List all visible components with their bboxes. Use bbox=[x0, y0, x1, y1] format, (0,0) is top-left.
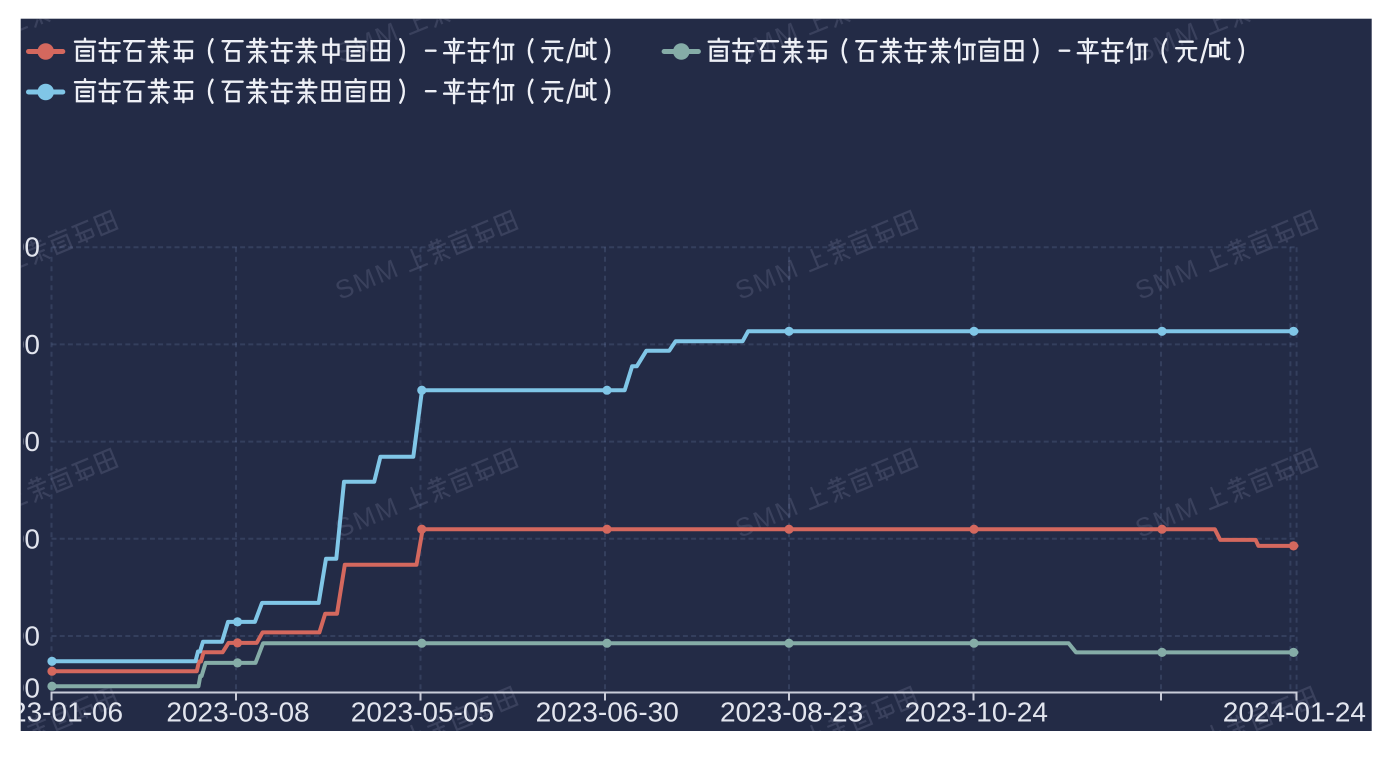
svg-text:SMM: SMM bbox=[731, 728, 804, 766]
svg-text:SMM: SMM bbox=[331, 728, 404, 766]
svg-text:SMM: SMM bbox=[0, 15, 4, 68]
svg-text:2024-01-24: 2024-01-24 bbox=[1223, 697, 1366, 728]
svg-text:2023-05-05: 2023-05-05 bbox=[351, 697, 494, 728]
svg-text:2023-10-24: 2023-10-24 bbox=[905, 697, 1048, 728]
svg-text:30000: 30000 bbox=[0, 426, 40, 457]
svg-text:SMM: SMM bbox=[1131, 728, 1204, 766]
svg-text:SMM: SMM bbox=[0, 728, 4, 766]
svg-text:2023-03-08: 2023-03-08 bbox=[166, 697, 309, 728]
svg-text:2023-08-23: 2023-08-23 bbox=[720, 697, 863, 728]
svg-text:17600: 17600 bbox=[0, 673, 40, 704]
svg-text:20000: 20000 bbox=[0, 621, 40, 652]
svg-text:35000: 35000 bbox=[0, 329, 40, 360]
svg-text:25000: 25000 bbox=[0, 523, 40, 554]
svg-text:SMM: SMM bbox=[0, 490, 4, 543]
svg-text:SMM: SMM bbox=[0, 252, 4, 305]
svg-text:2023-06-30: 2023-06-30 bbox=[536, 697, 679, 728]
svg-text:2023-01-06: 2023-01-06 bbox=[0, 697, 123, 728]
